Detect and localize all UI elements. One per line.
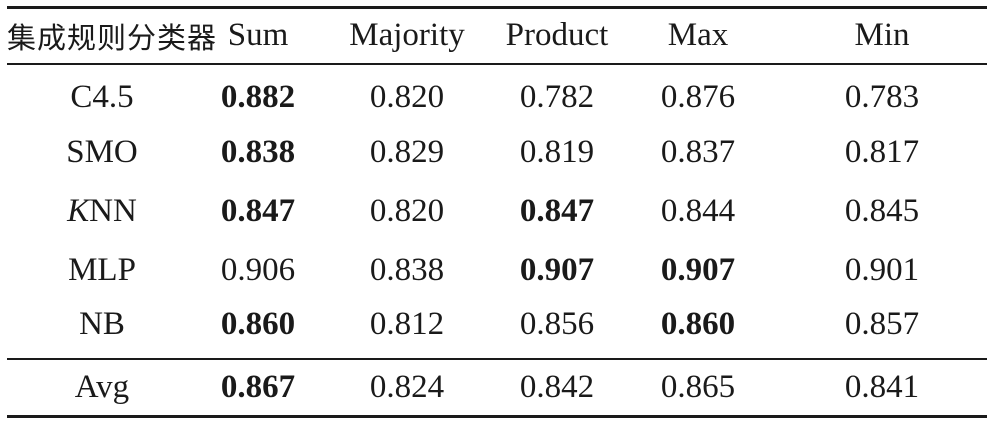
row-label: KNN	[7, 182, 197, 241]
cell-sum: 0.838	[220, 133, 296, 170]
avg-product: 0.842	[495, 357, 619, 418]
table-row: C4.5 0.882 0.820 0.782 0.876 0.783	[7, 64, 987, 123]
header-classifier: 集成规则分类器	[7, 6, 216, 65]
cell-sum: 0.847	[220, 192, 296, 229]
header-majority: Majority	[319, 6, 495, 65]
ensemble-results-table: 集成规则分类器 Sum Majority Product Max Min C4.…	[7, 6, 987, 418]
cell-majority: 0.812	[369, 306, 445, 342]
average-row: Avg 0.867 0.824 0.842 0.865 0.841	[7, 357, 987, 418]
cell-max: 0.844	[660, 192, 736, 229]
cell-max: 0.907	[660, 251, 736, 288]
cell-min: 0.817	[844, 133, 920, 170]
cell-majority: 0.829	[369, 133, 445, 170]
cell-min: 0.901	[844, 251, 920, 288]
results-table-container: 集成规则分类器 Sum Majority Product Max Min C4.…	[7, 6, 987, 418]
row-label-text: SMO	[66, 133, 138, 170]
cell-product: 0.907	[519, 251, 595, 288]
row-label-text: MLP	[68, 251, 136, 288]
cell-product: 0.856	[519, 306, 595, 342]
avg-max: 0.865	[619, 357, 777, 418]
cell-product: 0.847	[519, 192, 595, 229]
header-max: Max	[619, 6, 777, 65]
cell-min: 0.783	[844, 79, 920, 115]
cell-sum: 0.882	[220, 79, 296, 115]
row-label: NB	[7, 300, 197, 359]
cell-sum: 0.906	[220, 251, 296, 288]
row-label: MLP	[7, 241, 197, 300]
cell-majority: 0.820	[369, 79, 445, 115]
cell-product: 0.782	[519, 79, 595, 115]
row-label-text: NB	[79, 306, 125, 342]
row-label-italic: K	[67, 192, 90, 229]
avg-sum: 0.867	[197, 357, 319, 418]
cell-sum: 0.860	[220, 306, 296, 342]
cell-min: 0.845	[844, 192, 920, 229]
cell-product: 0.819	[519, 133, 595, 170]
row-label: SMO	[7, 123, 197, 182]
cell-max: 0.876	[660, 79, 736, 115]
row-label-text: NN	[89, 192, 137, 229]
table-row: SMO 0.838 0.829 0.819 0.837 0.817	[7, 123, 987, 182]
header-sum: Sum	[197, 6, 319, 65]
row-label: C4.5	[7, 64, 197, 123]
row-label-avg: Avg	[7, 357, 197, 418]
table-row: KNN 0.847 0.820 0.847 0.844 0.845	[7, 182, 987, 241]
cell-majority: 0.820	[369, 192, 445, 229]
header-min: Min	[777, 6, 987, 65]
row-label-text: C4.5	[70, 79, 134, 115]
header-row: 集成规则分类器 Sum Majority Product Max Min	[7, 6, 987, 65]
avg-majority: 0.824	[319, 357, 495, 418]
cell-max: 0.860	[660, 306, 736, 342]
avg-min: 0.841	[777, 357, 987, 418]
table-row: MLP 0.906 0.838 0.907 0.907 0.901	[7, 241, 987, 300]
table-row: NB 0.860 0.812 0.856 0.860 0.857	[7, 300, 987, 359]
header-product: Product	[495, 6, 619, 65]
cell-max: 0.837	[660, 133, 736, 170]
cell-min: 0.857	[844, 306, 920, 342]
table-body: C4.5 0.882 0.820 0.782 0.876 0.783 SMO 0…	[7, 64, 987, 359]
cell-majority: 0.838	[369, 251, 445, 288]
